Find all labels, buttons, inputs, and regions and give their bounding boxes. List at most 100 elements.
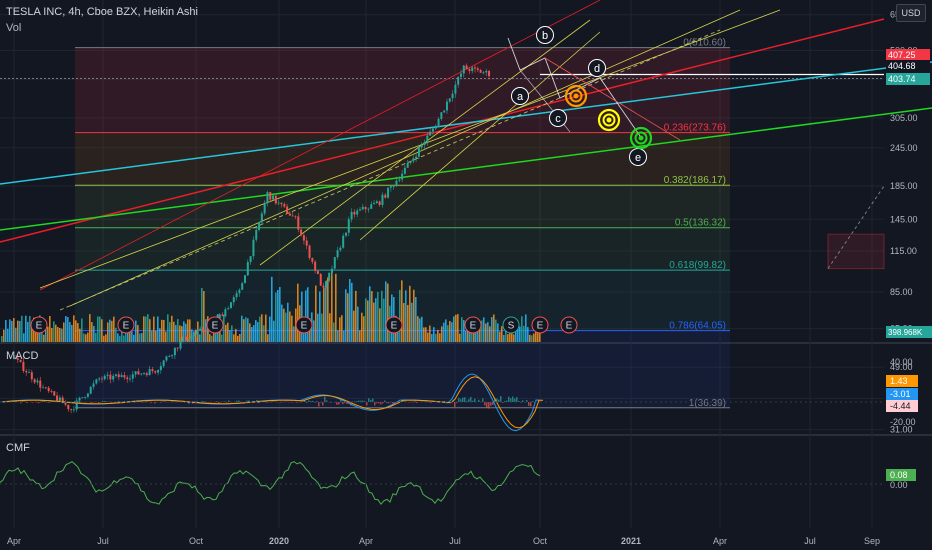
macd-bar [462,397,464,402]
candle-body [131,374,134,379]
candle-body [415,156,418,159]
candle-body [288,213,291,216]
macd-bar [506,400,508,402]
candle-body [190,335,193,340]
earnings-marker [117,316,135,334]
volume-bar [453,316,455,342]
macd-bar [388,402,390,404]
volume-bar [511,329,513,342]
candle-body [451,93,454,99]
candle-body [50,391,53,392]
volume-bar [383,298,385,342]
candle-body [154,370,157,373]
time-axis-label: Apr [713,536,727,546]
volume-bar [213,331,215,342]
wave-label-text: a [517,91,524,103]
candle-body [426,135,429,143]
fib-zone [75,47,730,133]
volume-bar [479,321,481,342]
candle-body [459,73,462,77]
volume-bar [267,334,269,342]
volume-bar [7,328,9,342]
volume-bar [51,327,53,342]
candle-body [308,245,311,258]
macd-bar [460,399,462,402]
candle-body [171,355,174,357]
earnings-marker [464,316,482,334]
volume-bar [503,334,505,342]
candle-body [196,330,199,335]
earnings-marker [30,316,48,334]
candle-body [378,201,381,205]
candle-body [403,167,406,174]
candle-body [204,331,207,333]
macd-bar [528,402,530,406]
macd-bar [384,400,386,402]
volume-bar [497,323,499,342]
macd-bar [430,402,432,404]
wave-label-circle [536,26,554,44]
candle-body [353,211,356,215]
volume-bar [209,334,211,342]
volume-bar [447,325,449,342]
target-ring [634,131,648,145]
candle-body [28,372,31,374]
volume-bar [319,291,321,342]
volume-bar [71,324,73,342]
volume-bar [501,326,503,342]
candle-body [179,341,182,349]
volume-bar [97,316,99,342]
currency-badge[interactable]: USD [896,4,926,22]
volume-bar [53,321,55,342]
volume-bar [513,334,515,342]
volume-bar [431,333,433,342]
cmf-line [0,461,541,505]
volume-bar [465,330,467,342]
macd-bar [90,402,92,404]
candle-body [443,110,446,113]
candle-body [255,230,258,240]
macd-bar [342,402,344,405]
volume-bar [193,331,195,342]
volume-bar [9,319,11,342]
volume-bar [73,315,75,342]
macd-tag-text: -3.01 [890,389,911,399]
volume-bar [367,300,369,342]
volume-bar [519,326,521,342]
candle-body [417,147,420,157]
volume-bar [23,333,25,342]
macd-bar [488,402,490,409]
candle-body [53,391,56,396]
volume-bar [493,314,495,342]
volume-bar [279,287,281,342]
macd-bar [522,400,524,402]
candle-body [350,211,353,220]
volume-bar [75,320,77,342]
volume-tag-box [886,326,932,338]
candle-body [342,235,345,248]
macd-bar [154,402,156,404]
candle-body [187,339,190,341]
macd-bar [378,402,380,404]
candle-body [129,378,132,380]
volume-bar [349,279,351,342]
fib-level-label: 0(510.60) [683,38,726,49]
candle-body [86,393,89,397]
macd-bar [194,401,196,402]
candle-body [423,142,426,145]
projection-line [827,185,885,269]
candle-body [272,195,275,200]
volume-bar [369,286,371,342]
volume-bar [241,315,243,342]
candle-body [44,387,47,389]
macd-bar [346,402,348,404]
macd-bar [394,402,396,403]
price-axis-label: 85.00 [890,287,913,297]
volume-bar [491,317,493,342]
candle-body [375,201,378,204]
price-axis-label: 49.00 [890,362,913,372]
candle-body [274,195,277,204]
volume-bar [495,319,497,342]
candle-body [140,373,143,375]
